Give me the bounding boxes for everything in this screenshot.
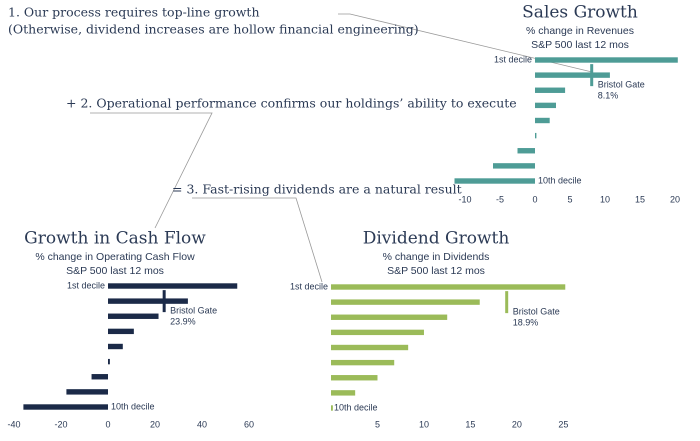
x-tick-label: 5	[375, 419, 380, 429]
category-label: 10th decile	[111, 401, 155, 411]
connector	[338, 13, 593, 73]
chart-subtitle: S&P 500 last 12 mos	[66, 265, 164, 277]
bar	[91, 374, 108, 380]
bar	[108, 283, 238, 289]
benchmark-marker	[505, 291, 509, 314]
x-tick-label: -5	[496, 194, 504, 204]
bar	[66, 389, 108, 395]
bar	[331, 329, 424, 336]
note: (Otherwise, dividend increases are hollo…	[8, 22, 419, 37]
bar	[535, 102, 556, 109]
note: 1. Our process requires top-line growth	[8, 5, 260, 20]
benchmark-label: 8.1%	[598, 91, 619, 101]
bar	[108, 358, 110, 365]
x-tick-label: 20	[150, 419, 160, 429]
chart-title: Dividend Growth	[363, 229, 510, 249]
category-label: 1st decile	[494, 54, 532, 64]
x-tick-label: 25	[558, 419, 568, 429]
benchmark-name: Bristol Gate	[598, 80, 645, 90]
x-tick-label: 40	[197, 419, 207, 429]
bar	[331, 375, 378, 381]
bar	[331, 359, 395, 366]
x-tick-label: -10	[458, 194, 471, 204]
bar	[108, 343, 123, 350]
bar	[535, 87, 566, 93]
category-label: 10th decile	[334, 402, 378, 412]
benchmark-name: Bristol Gate	[513, 307, 560, 317]
connector	[192, 197, 323, 283]
x-tick-label: 15	[635, 194, 645, 204]
bar	[454, 178, 535, 184]
x-tick-label: -40	[7, 419, 20, 429]
x-tick-label: 20	[512, 419, 522, 429]
benchmark-name: Bristol Gate	[170, 306, 217, 316]
bar	[331, 284, 566, 290]
x-tick-label: 0	[532, 194, 537, 204]
chart-subtitle: % change in Revenues	[526, 25, 634, 37]
bar	[331, 299, 480, 305]
x-tick-label: 10	[600, 194, 610, 204]
bar	[108, 328, 134, 335]
category-label: 1st decile	[290, 281, 328, 291]
bar	[493, 163, 535, 169]
note: = 3. Fast-rising dividends are a natural…	[172, 182, 462, 197]
bar	[108, 298, 188, 304]
chart-subtitle: % change in Dividends	[383, 251, 490, 263]
note: + 2. Operational performance confirms ou…	[66, 96, 517, 111]
chart-subtitle: S&P 500 last 12 mos	[387, 265, 485, 277]
category-label: 10th decile	[538, 175, 582, 185]
x-tick-label: 15	[465, 419, 475, 429]
bar	[331, 344, 409, 351]
category-label: 1st decile	[67, 280, 105, 290]
x-tick-label: -20	[54, 419, 67, 429]
bar	[535, 57, 678, 63]
bar	[331, 390, 356, 396]
bar	[331, 314, 448, 320]
bar	[535, 72, 610, 78]
connector	[90, 112, 213, 229]
chart-title: Growth in Cash Flow	[24, 229, 206, 249]
benchmark-label: 23.9%	[170, 317, 196, 327]
bar	[535, 132, 537, 139]
x-tick-label: 0	[105, 419, 110, 429]
bar	[517, 148, 535, 154]
benchmark-label: 18.9%	[513, 318, 539, 328]
benchmark-marker	[590, 64, 594, 87]
bar	[535, 117, 550, 124]
benchmark-marker	[162, 290, 166, 313]
x-tick-label: 20	[670, 194, 680, 204]
x-tick-label: 10	[419, 419, 429, 429]
x-tick-label: 5	[567, 194, 572, 204]
chart-subtitle: S&P 500 last 12 mos	[531, 39, 629, 51]
chart-title: Sales Growth	[522, 3, 638, 23]
bar	[331, 405, 333, 411]
chart-subtitle: % change in Operating Cash Flow	[35, 251, 195, 263]
x-tick-label: 60	[244, 419, 254, 429]
bar	[23, 404, 108, 410]
bar	[108, 313, 159, 319]
